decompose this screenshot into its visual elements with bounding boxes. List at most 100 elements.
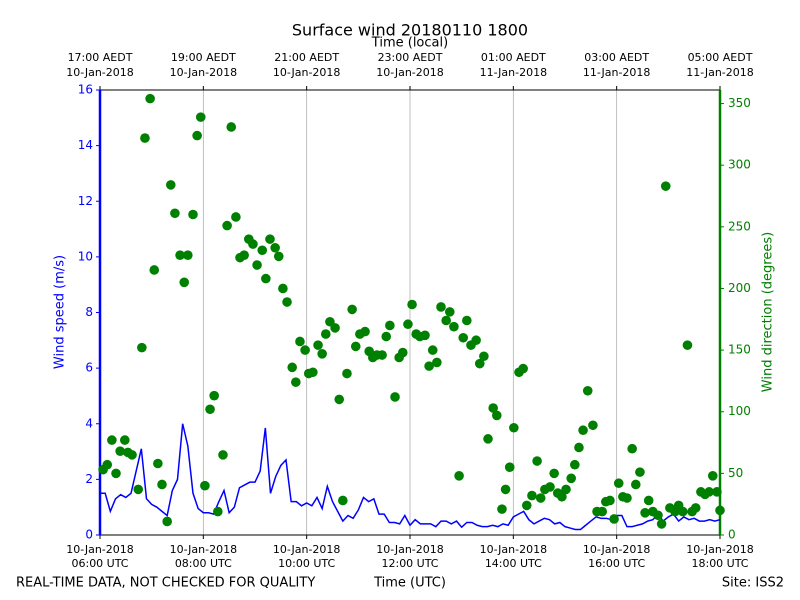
direction-point	[317, 348, 327, 359]
direction-point	[444, 307, 455, 317]
direction-point	[188, 209, 198, 220]
direction-point	[479, 351, 489, 362]
direction-point	[535, 493, 546, 503]
y2-tick-label: 50	[728, 466, 743, 480]
chart-title: Surface wind 20180110 1800	[292, 21, 528, 40]
direction-point	[175, 250, 185, 260]
direction-point	[436, 302, 446, 312]
direction-point	[231, 212, 241, 222]
direction-point	[179, 277, 190, 288]
direction-point	[690, 503, 701, 513]
direction-point	[127, 450, 137, 460]
direction-point	[627, 443, 637, 454]
direction-point	[385, 320, 395, 331]
direction-point	[704, 487, 714, 497]
direction-point	[347, 304, 357, 315]
direction-point	[153, 458, 163, 469]
direction-point	[441, 315, 451, 326]
direction-point	[252, 260, 262, 270]
direction-point	[545, 482, 555, 492]
direction-point	[257, 245, 268, 256]
direction-point	[588, 420, 598, 431]
direction-point	[192, 130, 202, 141]
direction-point	[320, 329, 331, 339]
direction-point	[390, 392, 400, 402]
direction-point	[338, 495, 348, 506]
direction-point	[342, 368, 352, 379]
direction-point	[549, 468, 559, 479]
direction-point	[471, 335, 481, 346]
direction-point	[483, 434, 493, 444]
direction-point	[427, 345, 438, 355]
direction-point	[660, 181, 671, 191]
direction-point	[432, 357, 442, 368]
x2-tick-label: 11-Jan-2018	[686, 66, 754, 79]
direction-point	[715, 505, 725, 516]
direction-point	[239, 250, 249, 260]
y-tick-label: 6	[85, 361, 93, 375]
direction-point	[656, 519, 667, 529]
direction-point	[497, 504, 507, 514]
direction-point	[273, 251, 284, 262]
direction-point	[712, 487, 722, 497]
direction-point	[261, 273, 271, 284]
direction-point	[582, 385, 593, 396]
direction-point	[218, 450, 228, 460]
direction-point	[278, 283, 288, 294]
direction-point	[640, 508, 650, 518]
direction-point	[213, 506, 223, 517]
direction-point	[248, 239, 258, 249]
direction-point	[282, 297, 292, 307]
direction-point	[381, 331, 392, 342]
direction-point	[527, 490, 537, 501]
direction-point	[630, 479, 641, 490]
direction-point	[500, 484, 511, 495]
direction-point	[488, 403, 498, 413]
y-tick-label: 14	[78, 138, 93, 152]
footer-site: Site: ISS2	[722, 576, 784, 591]
x2-tick-label: 01:00 AEDT	[481, 51, 546, 64]
direction-point	[120, 435, 130, 445]
direction-point	[678, 506, 688, 517]
y2-tick-label: 0	[728, 528, 736, 542]
direction-point	[162, 516, 172, 527]
x-axis-label: Time (UTC)	[373, 576, 446, 591]
direction-point	[509, 422, 519, 433]
direction-point	[518, 363, 528, 374]
direction-point	[300, 345, 310, 355]
y2-axis-label: Wind direction (degrees)	[761, 232, 776, 392]
direction-point	[270, 242, 280, 253]
x2-tick-label: 10-Jan-2018	[273, 66, 341, 79]
direction-point	[115, 446, 125, 456]
direction-point	[570, 459, 580, 470]
direction-point	[454, 471, 464, 481]
y-tick-label: 16	[78, 83, 93, 97]
x-tick-label: 10-Jan-2018	[480, 543, 548, 556]
footer-note: REAL-TIME DATA, NOT CHECKED FOR QUALITY	[16, 576, 315, 591]
direction-point	[265, 234, 275, 244]
direction-point	[133, 484, 144, 495]
x2-tick-label: 05:00 AEDT	[688, 51, 753, 64]
direction-point	[707, 471, 718, 481]
direction-point	[149, 265, 160, 275]
x2-tick-label: 11-Jan-2018	[583, 66, 651, 79]
direction-point	[350, 341, 361, 352]
x2-tick-label: 10-Jan-2018	[376, 66, 444, 79]
direction-point	[613, 478, 624, 489]
direction-point	[195, 112, 206, 122]
x-tick-label: 10-Jan-2018	[376, 543, 444, 556]
direction-point	[566, 473, 576, 484]
direction-point	[561, 484, 571, 495]
x2-tick-label: 11-Jan-2018	[480, 66, 548, 79]
y2-tick-label: 300	[728, 158, 751, 172]
direction-point	[609, 514, 619, 524]
x-tick-label: 16:00 UTC	[588, 557, 645, 570]
direction-point	[420, 330, 430, 341]
y-tick-label: 8	[85, 305, 93, 319]
direction-point	[107, 435, 117, 445]
x-tick-label: 06:00 UTC	[71, 557, 128, 570]
direction-point	[682, 340, 693, 350]
x-tick-label: 10-Jan-2018	[686, 543, 754, 556]
direction-point	[200, 480, 210, 491]
